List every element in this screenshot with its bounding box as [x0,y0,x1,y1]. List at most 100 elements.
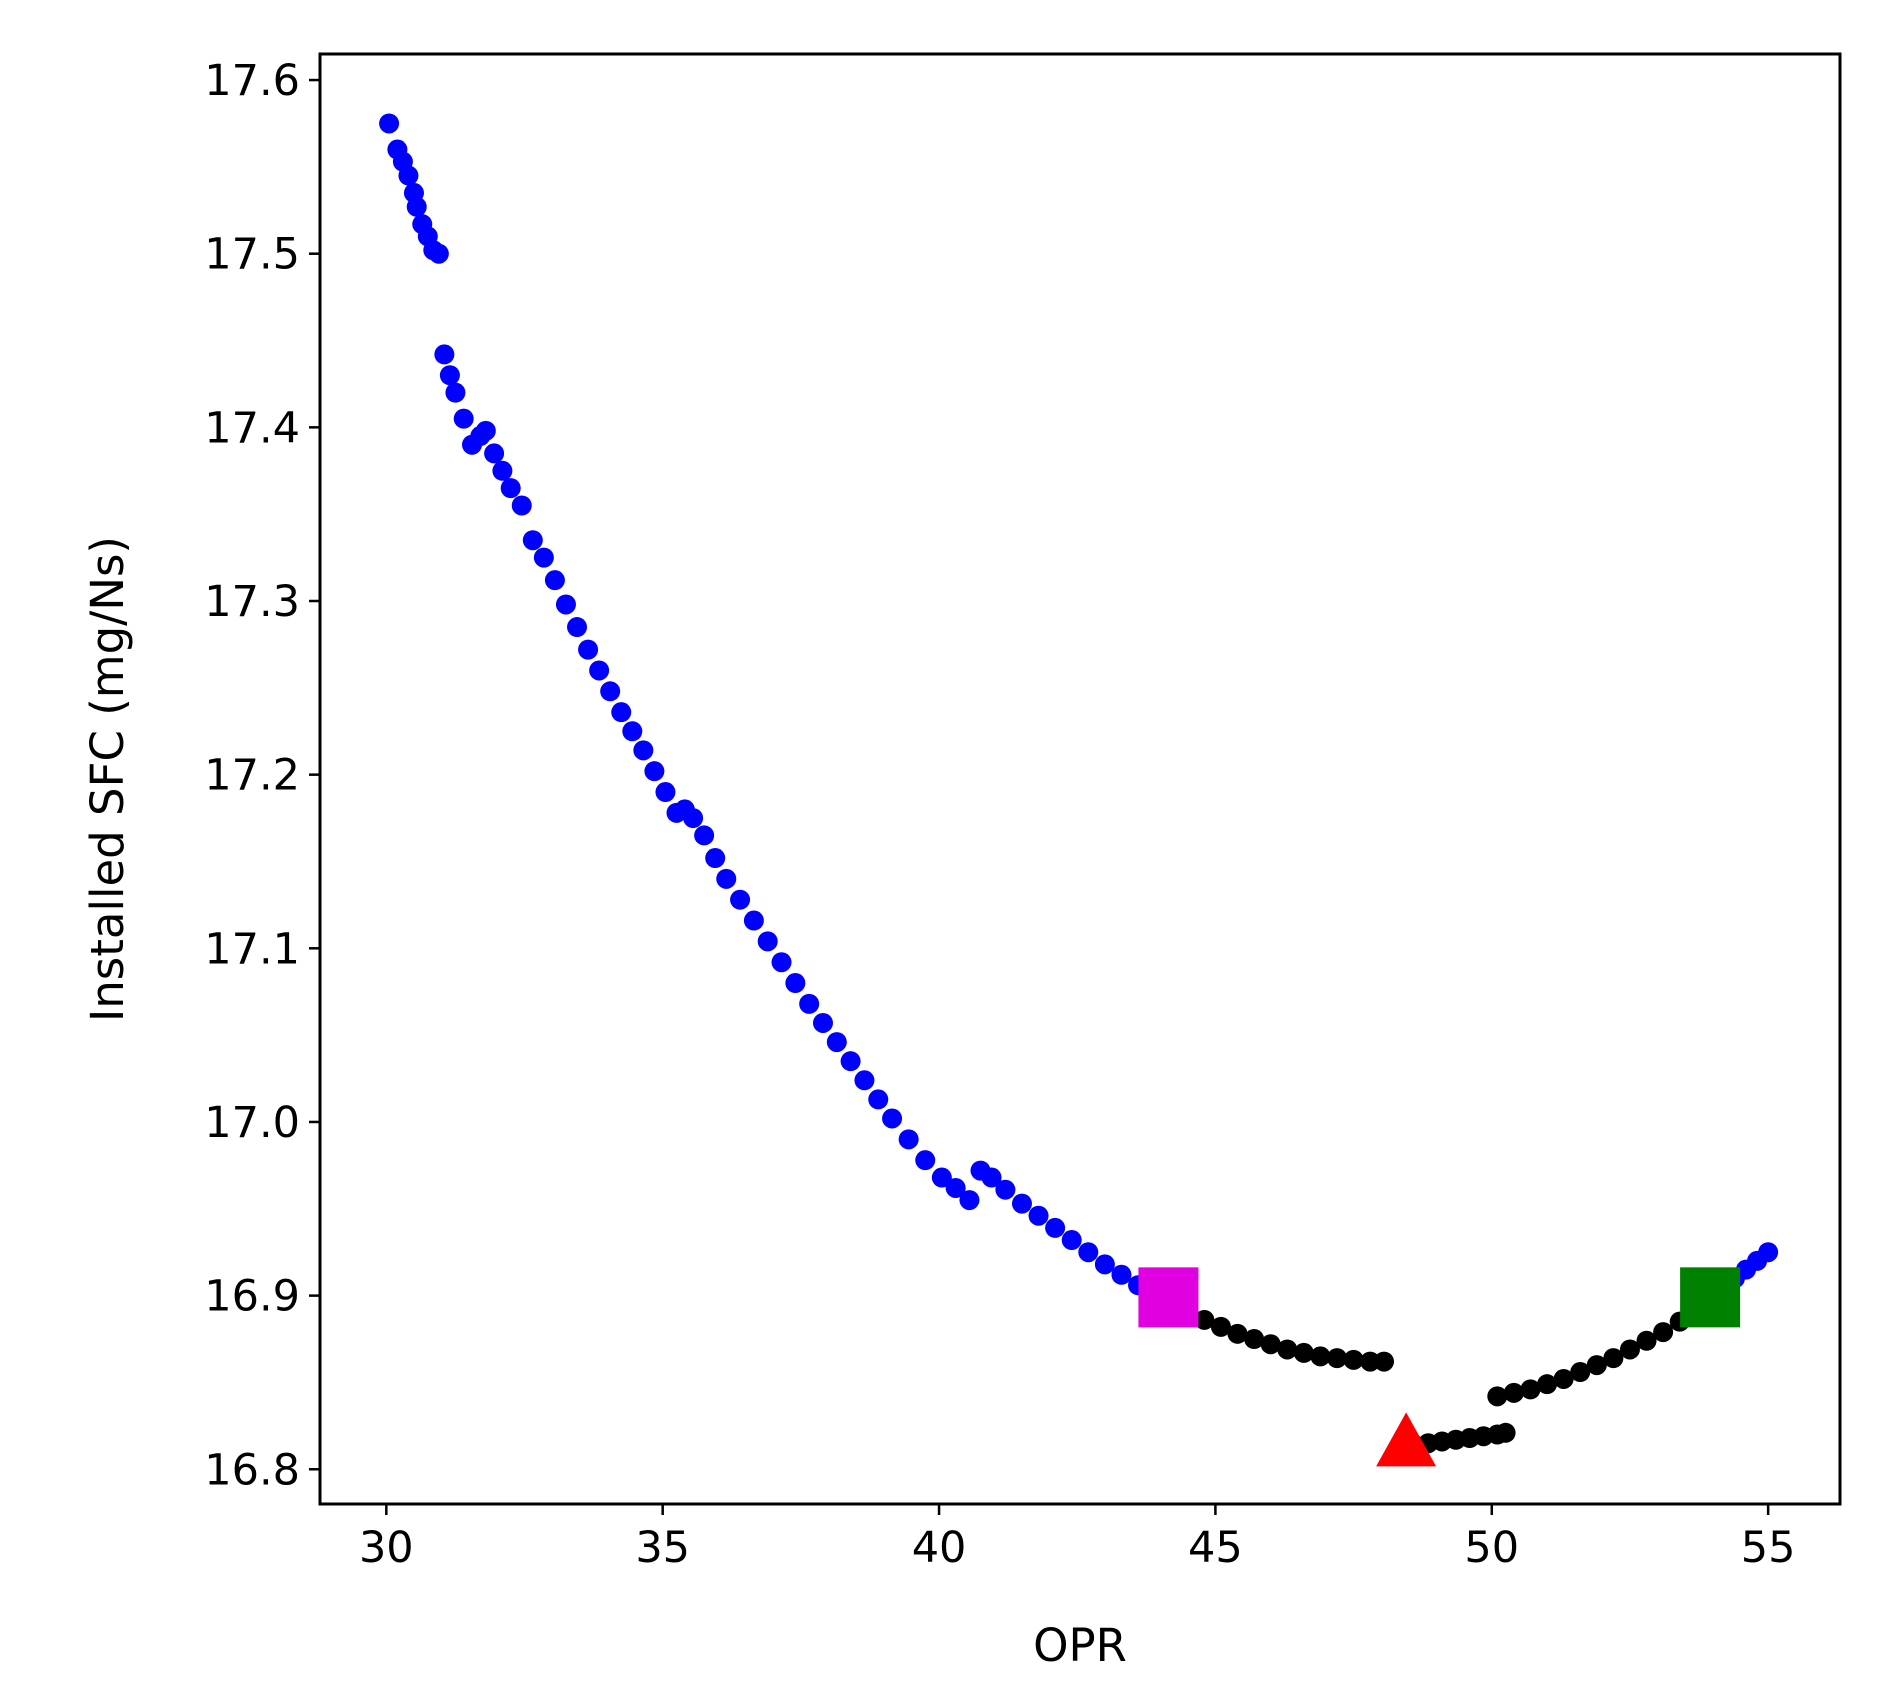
data-point [868,1089,889,1110]
data-point [1619,1339,1640,1360]
data-point [945,1177,966,1198]
y-tick-label: 17.1 [204,924,300,974]
x-tick-label: 30 [359,1523,414,1573]
plot-frame [318,52,1842,1506]
x-tick-label: 55 [1741,1523,1796,1573]
data-point [854,1070,875,1091]
data-point [683,808,704,829]
data-point [379,113,400,134]
x-axis-label: OPR [1033,1619,1127,1672]
data-point [406,196,427,217]
y-axis-label: Installed SFC (mg/Ns) [81,536,134,1022]
y-tick-label: 16.8 [204,1445,300,1495]
y-tick-label: 17.6 [204,56,300,106]
highlight-square-marker [1680,1267,1741,1328]
data-point [611,702,632,723]
data-point [533,547,554,568]
data-point [995,1179,1016,1200]
data-point [655,782,676,803]
x-tick-label: 40 [912,1523,967,1573]
data-point [1495,1422,1516,1443]
data-point [1277,1339,1298,1360]
data-point [1244,1329,1265,1350]
y-tick-label: 17.5 [204,230,300,280]
data-point [1227,1323,1248,1344]
data-point [771,952,792,973]
data-point [1487,1386,1508,1407]
x-tick-label: 50 [1464,1523,1519,1573]
data-point [1094,1254,1115,1275]
data-point [1045,1217,1066,1238]
data-point [1210,1316,1231,1337]
data-point [705,848,726,869]
highlight-square-marker [1138,1267,1199,1328]
data-point [1374,1351,1394,1372]
data-point [785,973,806,994]
highlight-triangle-marker [1376,1412,1437,1467]
data-point [500,478,521,499]
data-point [716,868,737,889]
data-point [1310,1346,1331,1367]
data-point [757,931,778,952]
data-point [1194,1309,1215,1330]
data-point [492,460,513,481]
data-point [434,344,455,365]
data-point [981,1167,1002,1188]
y-tick-label: 17.4 [204,403,300,453]
data-point [1503,1382,1524,1403]
data-point [622,721,643,742]
axes: 30 35 40 45 50 55 16.8 16.9 17.0 17.1 17.2 17.3 17.4… [204,56,1795,1573]
x-tick-label: 45 [1188,1523,1243,1573]
data-point [1603,1348,1624,1369]
data-point [1327,1348,1348,1369]
data-point [1011,1193,1032,1214]
y-tick-label: 17.0 [204,1098,300,1148]
data-point [578,639,599,660]
data-point [1758,1242,1779,1263]
data-point [1520,1379,1541,1400]
y-tick-label: 17.3 [204,577,300,627]
data-point [439,365,460,386]
data-point [1028,1205,1049,1226]
data-point [1553,1368,1574,1389]
data-point [959,1190,980,1211]
data-point [931,1167,952,1188]
data-point [567,617,588,638]
data-point [1061,1230,1082,1251]
data-point [1653,1322,1674,1343]
y-tick-label: 17.2 [204,751,300,801]
data-point [812,1012,833,1033]
data-point [522,530,543,551]
data-point [1537,1374,1558,1395]
data-point [898,1129,919,1150]
data-point [882,1108,903,1129]
data-point [915,1150,936,1171]
data-point [600,681,621,702]
data-point [633,740,654,761]
data-point [398,165,419,186]
data-point [555,594,576,615]
plot-marks [379,113,1779,1467]
data-point [1343,1349,1364,1370]
data-point [1078,1242,1099,1263]
y-tick-label: 16.9 [204,1272,300,1322]
data-point [589,660,610,681]
data-point [1260,1334,1281,1355]
data-point [694,825,715,846]
data-point [1360,1351,1381,1372]
data-point [1111,1264,1132,1285]
data-point [1586,1355,1607,1376]
data-point [475,420,496,441]
data-point [511,495,532,516]
data-point [730,889,751,910]
data-point [826,1032,847,1053]
x-tick-label: 35 [635,1523,690,1573]
data-point [743,910,764,931]
data-point [484,443,505,464]
data-point [544,570,565,591]
data-point [1636,1330,1657,1351]
data-point [1293,1342,1314,1363]
data-point [840,1051,861,1072]
